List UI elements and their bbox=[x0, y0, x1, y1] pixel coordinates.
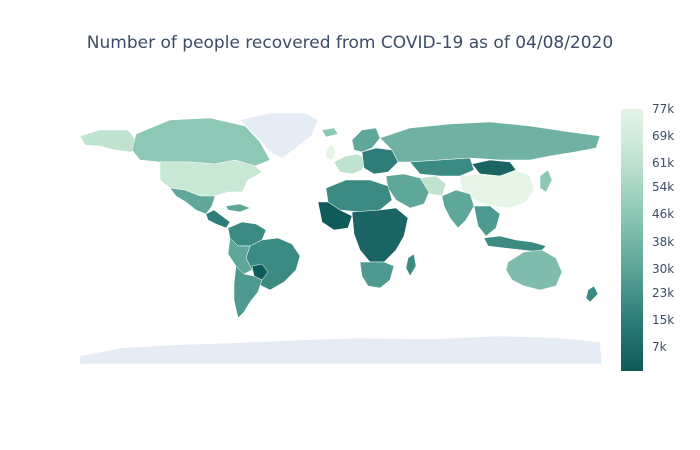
colorbar bbox=[621, 109, 643, 371]
region-peru bbox=[227, 237, 253, 275]
colorbar-tick-label: 15k bbox=[652, 312, 675, 327]
region-mexico bbox=[169, 187, 216, 215]
region-central-africa bbox=[351, 207, 409, 263]
region-middle-east bbox=[385, 173, 431, 209]
region-india bbox=[441, 189, 475, 229]
colorbar-tick-label: 54k bbox=[652, 180, 675, 195]
region-paraguay bbox=[251, 263, 269, 281]
region-caribbean bbox=[225, 203, 251, 213]
region-madagascar bbox=[405, 253, 417, 277]
colorbar-tick-label: 69k bbox=[652, 129, 675, 144]
colorbar-tick-label: 61k bbox=[652, 156, 675, 171]
colorbar-tick-label: 77k bbox=[652, 102, 675, 116]
colorbar-tick-label: 30k bbox=[652, 261, 675, 276]
colorbar-tick-label: 46k bbox=[652, 207, 675, 222]
map-title: Number of people recovered from COVID-19… bbox=[86, 33, 614, 53]
region-argentina bbox=[233, 265, 263, 319]
region-china bbox=[459, 169, 535, 209]
region-kazakhstan bbox=[409, 157, 475, 177]
region-iceland bbox=[321, 127, 339, 138]
region-central-america bbox=[205, 209, 231, 229]
region-alaska bbox=[79, 129, 137, 153]
region-southern-africa bbox=[359, 261, 395, 289]
colorbar-tick-label: 7k bbox=[652, 340, 667, 355]
region-greenland bbox=[239, 112, 319, 159]
region-antarctica bbox=[79, 335, 603, 365]
region-uk bbox=[325, 143, 337, 161]
region-new-zealand bbox=[585, 285, 599, 303]
region-eastern-europe bbox=[361, 147, 399, 175]
region-russia bbox=[379, 121, 601, 163]
region-australia bbox=[505, 249, 563, 291]
region-iran bbox=[419, 175, 447, 197]
colorbar-tick-label: 38k bbox=[652, 234, 675, 249]
region-western-europe bbox=[333, 153, 367, 175]
region-southeast-asia bbox=[473, 205, 501, 237]
region-scandinavia bbox=[351, 127, 381, 153]
region-west-africa bbox=[317, 201, 353, 231]
region-japan bbox=[539, 169, 553, 193]
region-indonesia bbox=[483, 235, 547, 253]
colorbar-tick-label: 23k bbox=[652, 285, 675, 300]
